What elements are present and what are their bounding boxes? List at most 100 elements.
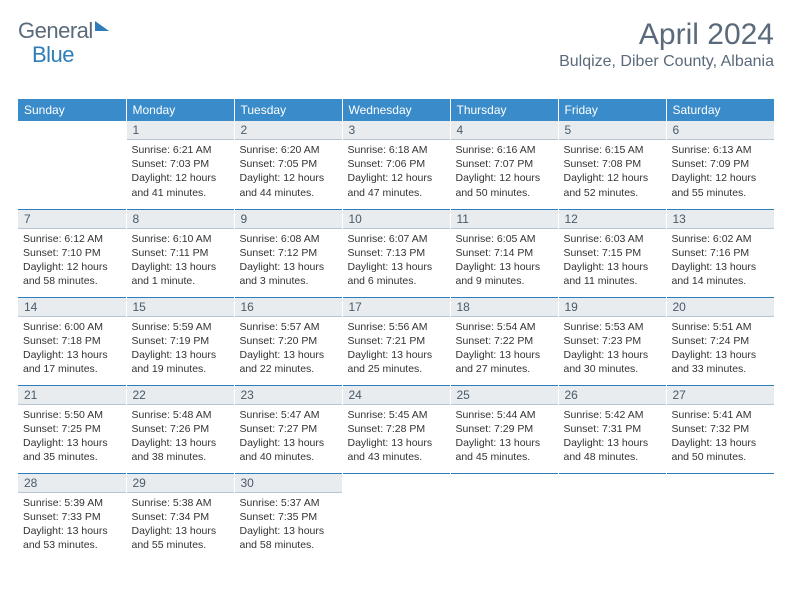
day-details: Sunrise: 6:13 AMSunset: 7:09 PMDaylight:… (667, 140, 775, 203)
sunset-line: Sunset: 7:13 PM (348, 246, 445, 260)
sunset-line: Sunset: 7:18 PM (23, 334, 121, 348)
sunrise-line: Sunrise: 6:21 AM (132, 143, 229, 157)
daylight-line: Daylight: 12 hours and 55 minutes. (672, 171, 770, 199)
day-cell: 1Sunrise: 6:21 AMSunset: 7:03 PMDaylight… (126, 121, 234, 209)
day-details: Sunrise: 6:03 AMSunset: 7:15 PMDaylight:… (559, 229, 666, 292)
empty-cell (342, 473, 450, 561)
day-details: Sunrise: 5:54 AMSunset: 7:22 PMDaylight:… (451, 317, 558, 380)
day-number: 24 (343, 386, 450, 405)
day-details: Sunrise: 6:20 AMSunset: 7:05 PMDaylight:… (235, 140, 342, 203)
day-cell: 29Sunrise: 5:38 AMSunset: 7:34 PMDayligh… (126, 473, 234, 561)
sunset-line: Sunset: 7:28 PM (348, 422, 445, 436)
day-number: 5 (559, 121, 666, 140)
logo-line2: Blue (32, 42, 74, 68)
sunset-line: Sunset: 7:14 PM (456, 246, 553, 260)
day-number: 14 (18, 298, 126, 317)
day-details: Sunrise: 5:59 AMSunset: 7:19 PMDaylight:… (127, 317, 234, 380)
sunrise-line: Sunrise: 5:37 AM (240, 496, 337, 510)
day-number: 22 (127, 386, 234, 405)
day-cell: 4Sunrise: 6:16 AMSunset: 7:07 PMDaylight… (450, 121, 558, 209)
sunset-line: Sunset: 7:19 PM (132, 334, 229, 348)
day-number: 4 (451, 121, 558, 140)
daylight-line: Daylight: 13 hours and 53 minutes. (23, 524, 121, 552)
day-details: Sunrise: 6:16 AMSunset: 7:07 PMDaylight:… (451, 140, 558, 203)
day-details: Sunrise: 5:57 AMSunset: 7:20 PMDaylight:… (235, 317, 342, 380)
sunset-line: Sunset: 7:25 PM (23, 422, 121, 436)
day-cell: 5Sunrise: 6:15 AMSunset: 7:08 PMDaylight… (558, 121, 666, 209)
daylight-line: Daylight: 13 hours and 3 minutes. (240, 260, 337, 288)
day-number: 6 (667, 121, 775, 140)
daylight-line: Daylight: 13 hours and 58 minutes. (240, 524, 337, 552)
sunset-line: Sunset: 7:21 PM (348, 334, 445, 348)
sunrise-line: Sunrise: 5:50 AM (23, 408, 121, 422)
day-cell: 12Sunrise: 6:03 AMSunset: 7:15 PMDayligh… (558, 209, 666, 297)
day-number: 20 (667, 298, 775, 317)
sunrise-line: Sunrise: 5:47 AM (240, 408, 337, 422)
day-number: 3 (343, 121, 450, 140)
day-details: Sunrise: 5:51 AMSunset: 7:24 PMDaylight:… (667, 317, 775, 380)
daylight-line: Daylight: 13 hours and 45 minutes. (456, 436, 553, 464)
day-details: Sunrise: 6:15 AMSunset: 7:08 PMDaylight:… (559, 140, 666, 203)
day-number: 28 (18, 474, 126, 493)
day-details: Sunrise: 6:05 AMSunset: 7:14 PMDaylight:… (451, 229, 558, 292)
week-row: 21Sunrise: 5:50 AMSunset: 7:25 PMDayligh… (18, 385, 774, 473)
sunset-line: Sunset: 7:22 PM (456, 334, 553, 348)
week-row: 14Sunrise: 6:00 AMSunset: 7:18 PMDayligh… (18, 297, 774, 385)
daylight-line: Daylight: 13 hours and 19 minutes. (132, 348, 229, 376)
sunset-line: Sunset: 7:23 PM (564, 334, 661, 348)
day-cell: 8Sunrise: 6:10 AMSunset: 7:11 PMDaylight… (126, 209, 234, 297)
sunset-line: Sunset: 7:05 PM (240, 157, 337, 171)
sunset-line: Sunset: 7:16 PM (672, 246, 770, 260)
day-number: 25 (451, 386, 558, 405)
month-title: April 2024 (559, 18, 774, 51)
sunset-line: Sunset: 7:07 PM (456, 157, 553, 171)
daylight-line: Daylight: 13 hours and 17 minutes. (23, 348, 121, 376)
sunset-line: Sunset: 7:10 PM (23, 246, 121, 260)
sunset-line: Sunset: 7:03 PM (132, 157, 229, 171)
day-cell: 7Sunrise: 6:12 AMSunset: 7:10 PMDaylight… (18, 209, 126, 297)
day-details: Sunrise: 6:21 AMSunset: 7:03 PMDaylight:… (127, 140, 234, 203)
day-cell: 10Sunrise: 6:07 AMSunset: 7:13 PMDayligh… (342, 209, 450, 297)
sunrise-line: Sunrise: 6:08 AM (240, 232, 337, 246)
sunset-line: Sunset: 7:09 PM (672, 157, 770, 171)
weekday-thursday: Thursday (450, 99, 558, 121)
day-cell: 18Sunrise: 5:54 AMSunset: 7:22 PMDayligh… (450, 297, 558, 385)
day-cell: 28Sunrise: 5:39 AMSunset: 7:33 PMDayligh… (18, 473, 126, 561)
sunrise-line: Sunrise: 6:13 AM (672, 143, 770, 157)
sunrise-line: Sunrise: 5:45 AM (348, 408, 445, 422)
day-cell: 2Sunrise: 6:20 AMSunset: 7:05 PMDaylight… (234, 121, 342, 209)
day-cell: 30Sunrise: 5:37 AMSunset: 7:35 PMDayligh… (234, 473, 342, 561)
sunset-line: Sunset: 7:08 PM (564, 157, 661, 171)
daylight-line: Daylight: 12 hours and 50 minutes. (456, 171, 553, 199)
day-details: Sunrise: 6:12 AMSunset: 7:10 PMDaylight:… (18, 229, 126, 292)
day-details: Sunrise: 6:07 AMSunset: 7:13 PMDaylight:… (343, 229, 450, 292)
daylight-line: Daylight: 13 hours and 33 minutes. (672, 348, 770, 376)
day-number: 26 (559, 386, 666, 405)
daylight-line: Daylight: 13 hours and 50 minutes. (672, 436, 770, 464)
day-number: 8 (127, 210, 234, 229)
empty-cell (450, 473, 558, 561)
day-number: 16 (235, 298, 342, 317)
calendar-table: SundayMondayTuesdayWednesdayThursdayFrid… (18, 99, 774, 561)
sunset-line: Sunset: 7:27 PM (240, 422, 337, 436)
sunrise-line: Sunrise: 6:16 AM (456, 143, 553, 157)
sunrise-line: Sunrise: 6:10 AM (132, 232, 229, 246)
daylight-line: Daylight: 13 hours and 43 minutes. (348, 436, 445, 464)
weekday-wednesday: Wednesday (342, 99, 450, 121)
day-details: Sunrise: 5:41 AMSunset: 7:32 PMDaylight:… (667, 405, 775, 468)
day-number: 13 (667, 210, 775, 229)
daylight-line: Daylight: 13 hours and 48 minutes. (564, 436, 661, 464)
day-details: Sunrise: 5:39 AMSunset: 7:33 PMDaylight:… (18, 493, 126, 556)
day-details: Sunrise: 5:50 AMSunset: 7:25 PMDaylight:… (18, 405, 126, 468)
sunrise-line: Sunrise: 6:12 AM (23, 232, 121, 246)
day-number: 9 (235, 210, 342, 229)
day-number: 10 (343, 210, 450, 229)
sunrise-line: Sunrise: 6:03 AM (564, 232, 661, 246)
day-cell: 16Sunrise: 5:57 AMSunset: 7:20 PMDayligh… (234, 297, 342, 385)
day-number: 17 (343, 298, 450, 317)
empty-cell (666, 473, 774, 561)
day-number: 18 (451, 298, 558, 317)
logo: General (18, 18, 111, 44)
weekday-friday: Friday (558, 99, 666, 121)
sunrise-line: Sunrise: 5:54 AM (456, 320, 553, 334)
